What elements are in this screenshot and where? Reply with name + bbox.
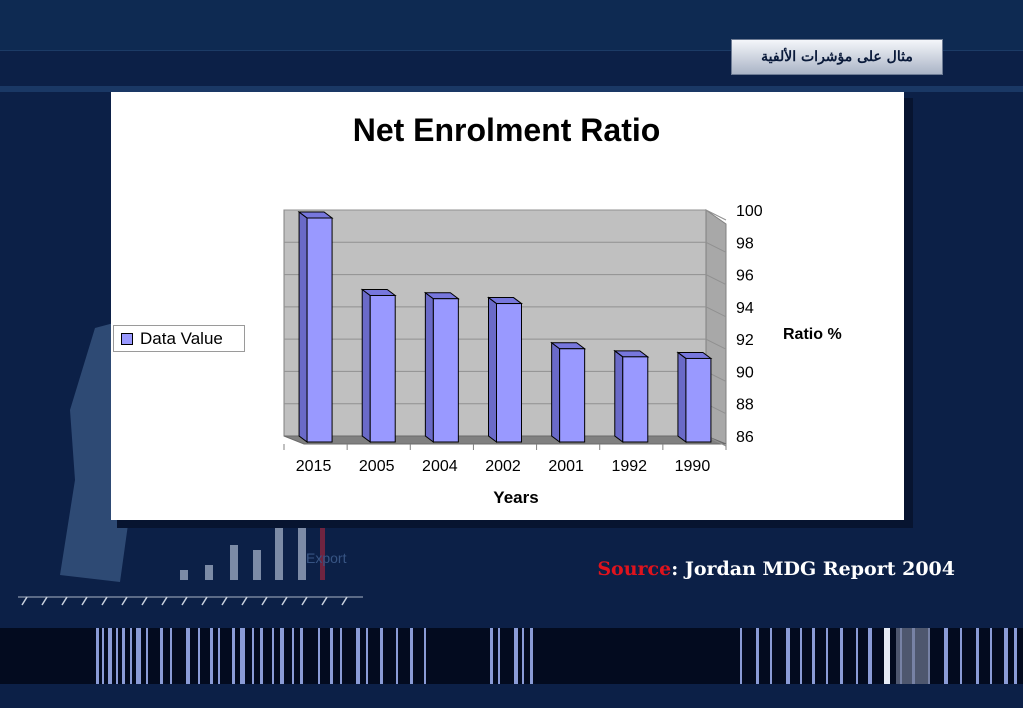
bg-word-export: Export [306, 550, 347, 566]
gridline-side [705, 274, 727, 286]
x-tick-label: 2005 [359, 458, 395, 475]
bg-bar [205, 565, 213, 580]
gridline-side [705, 338, 727, 350]
y-tick-label: 88 [736, 397, 754, 414]
barcode-strip [0, 628, 1023, 684]
y-tick-label: 92 [736, 332, 754, 349]
y-tick-label: 94 [736, 300, 754, 317]
bar-side [677, 351, 687, 443]
bar-side [361, 288, 371, 443]
bar-side [298, 211, 308, 443]
bg-bar [253, 550, 261, 580]
bar [496, 303, 522, 443]
bar-side [551, 341, 561, 443]
bg-bar [298, 525, 306, 580]
y-tick-label: 100 [736, 203, 763, 220]
bar-side [488, 296, 497, 443]
bar [559, 348, 586, 443]
y-axis-label: Ratio % [783, 326, 842, 343]
x-tick-label: 1992 [611, 458, 647, 475]
x-tick-label: 2015 [296, 458, 332, 475]
background-ticks [18, 596, 363, 606]
top-divider [0, 86, 1023, 92]
x-tick-label: 2001 [548, 458, 584, 475]
slide-heading: مثال على مؤشرات الألفية [731, 39, 943, 75]
bg-bar [320, 520, 325, 580]
bar-side [424, 291, 434, 443]
source-label: Source [597, 558, 672, 580]
source-text: : Jordan MDG Report 2004 [671, 558, 955, 580]
bar [369, 294, 396, 443]
legend-label: Data Value [140, 328, 223, 348]
source-caption: Source: Jordan MDG Report 2004 [597, 558, 955, 580]
y-tick-label: 98 [736, 235, 754, 252]
gridline-side [705, 209, 727, 221]
x-axis-label: Years [493, 488, 538, 507]
bar [622, 356, 649, 443]
bg-bar [180, 570, 188, 580]
bar [685, 357, 712, 443]
chart-title: Net Enrolment Ratio [352, 112, 661, 148]
y-tick-label: 86 [736, 429, 754, 446]
bg-bar [230, 545, 238, 580]
gridline-side [705, 306, 727, 318]
y-tick-label: 90 [736, 364, 754, 381]
x-tick-label: 1990 [675, 458, 711, 475]
bar [306, 217, 333, 443]
x-tick-label: 2004 [422, 458, 458, 475]
bg-bar [275, 520, 283, 580]
bar-side [614, 349, 624, 443]
top-band [0, 0, 1023, 51]
x-tick-label: 2002 [485, 458, 521, 475]
y-tick-label: 96 [736, 268, 754, 285]
legend-swatch [121, 332, 133, 345]
gridline-side [705, 241, 727, 253]
chart-legend: Data Value [113, 325, 245, 352]
bar [432, 298, 459, 443]
